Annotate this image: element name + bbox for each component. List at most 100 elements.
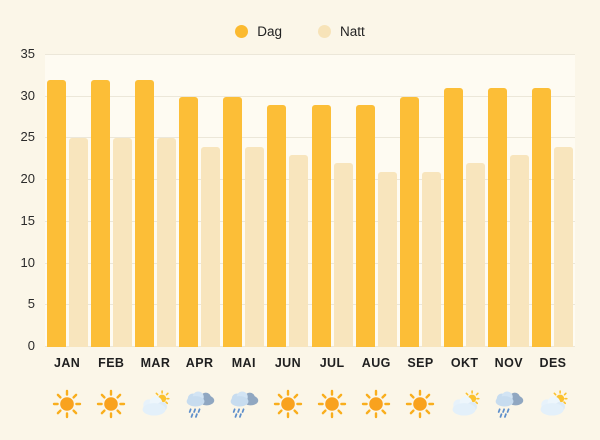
dag-bar-jun [267, 105, 287, 347]
sun-icon [360, 388, 392, 420]
natt-bar-mar [156, 138, 176, 347]
x-axis-label-apr: APR [185, 356, 214, 370]
gridline-15: 15 [21, 213, 575, 227]
bar-series [45, 55, 575, 347]
x-axis-label-sep: SEP [407, 356, 434, 370]
bar-group-mai [222, 55, 266, 347]
natt-bar-mai [245, 146, 265, 347]
natt-bar-sep [421, 171, 441, 347]
rain-icon [228, 388, 260, 420]
bar-group-aug [354, 55, 398, 347]
y-axis-tick-label: 20 [20, 171, 35, 187]
y-axis-tick-label: 5 [27, 296, 35, 312]
legend-label: Dag [257, 24, 282, 39]
partly-cloudy-icon [537, 388, 569, 420]
bar-group-jun [266, 55, 310, 347]
weather-icons-row [45, 388, 575, 420]
bar-group-jul [310, 55, 354, 347]
legend-item-natt: Natt [318, 24, 365, 39]
dag-bar-okt [444, 88, 464, 347]
dag-bar-feb [90, 80, 110, 347]
dag-bar-apr [179, 96, 199, 347]
legend-dot-icon [235, 25, 249, 38]
y-axis-tick-label: 15 [20, 212, 35, 228]
natt-bar-jul [333, 163, 353, 347]
sun-icon [316, 388, 348, 420]
natt-bar-jun [289, 155, 309, 347]
weather-cell-okt [443, 388, 487, 420]
weather-cell-sep [398, 388, 442, 420]
y-axis-tick-label: 10 [20, 254, 35, 270]
weather-cell-mar [133, 388, 177, 420]
gridline-0: 0 [28, 339, 575, 353]
dag-bar-aug [355, 105, 375, 347]
dag-bar-sep [399, 96, 419, 347]
rain-icon [184, 388, 216, 420]
bar-group-apr [178, 55, 222, 347]
weather-cell-nov [487, 388, 531, 420]
weather-cell-feb [89, 388, 133, 420]
y-axis-tick-label: 35 [20, 46, 35, 61]
dag-bar-jan [46, 80, 66, 347]
y-axis-tick-label: 25 [20, 129, 35, 145]
natt-bar-jan [68, 138, 88, 347]
gridline-10: 10 [21, 255, 575, 269]
bar-group-sep [398, 55, 442, 347]
dag-bar-des [532, 88, 552, 347]
x-axis-label-jan: JAN [53, 356, 81, 370]
weather-cell-aug [354, 388, 398, 420]
weather-cell-mai [222, 388, 266, 420]
x-axis-label-feb: FEB [98, 356, 125, 370]
bar-group-mar [133, 55, 177, 347]
weather-cell-jan [45, 388, 89, 420]
natt-bar-feb [112, 138, 132, 347]
gridline-35: 35 [21, 47, 575, 61]
sun-icon [95, 388, 127, 420]
plot-area: 0 5 10 15 20 25 30 35 [21, 47, 575, 353]
legend-label: Natt [340, 24, 365, 39]
sun-icon [51, 388, 83, 420]
x-axis-label-mai: MAI [231, 356, 256, 370]
natt-bar-apr [201, 146, 221, 347]
partly-cloudy-icon [449, 388, 481, 420]
x-axis-label-nov: NOV [494, 356, 523, 370]
sun-icon [272, 388, 304, 420]
gridline-5: 5 [28, 297, 575, 311]
weather-cell-des [531, 388, 575, 420]
weather-cell-apr [178, 388, 222, 420]
bar-group-feb [89, 55, 133, 347]
weather-cell-jul [310, 388, 354, 420]
legend-item-dag: Dag [235, 24, 282, 39]
bar-group-okt [443, 55, 487, 347]
partly-cloudy-icon [139, 388, 171, 420]
bar-group-des [531, 55, 575, 347]
bar-group-jan [45, 55, 89, 347]
x-axis-label-okt: OKT [450, 356, 479, 370]
y-axis-tick-label: 0 [27, 338, 35, 353]
rain-icon [493, 388, 525, 420]
dag-bar-mar [134, 80, 154, 347]
natt-bar-aug [377, 171, 397, 347]
dag-bar-mai [223, 96, 243, 347]
legend-dot-icon [318, 25, 331, 38]
natt-bar-des [554, 146, 574, 347]
y-axis-tick-label: 30 [20, 87, 35, 103]
x-axis-label-des: DES [539, 356, 567, 370]
bar-group-nov [487, 55, 531, 347]
natt-bar-okt [466, 163, 486, 347]
gridline-30: 30 [21, 88, 575, 102]
x-axis-label-jul: JUL [319, 356, 345, 370]
weather-cell-jun [266, 388, 310, 420]
dag-bar-jul [311, 105, 331, 347]
dag-bar-nov [488, 88, 508, 347]
natt-bar-nov [510, 155, 530, 347]
gridline-20: 20 [21, 172, 575, 186]
x-axis-label-mar: MAR [140, 356, 171, 370]
month-axis-labels: JAN FEB MAR APR MAI JUN JUL AUG SEP OKT NOV DES [45, 356, 575, 370]
chart-legend: Dag Natt [0, 24, 600, 39]
x-axis-label-jun: JUN [274, 356, 302, 370]
gridline-25: 25 [21, 130, 575, 144]
sun-icon [404, 388, 436, 420]
x-axis-label-aug: AUG [361, 356, 391, 370]
